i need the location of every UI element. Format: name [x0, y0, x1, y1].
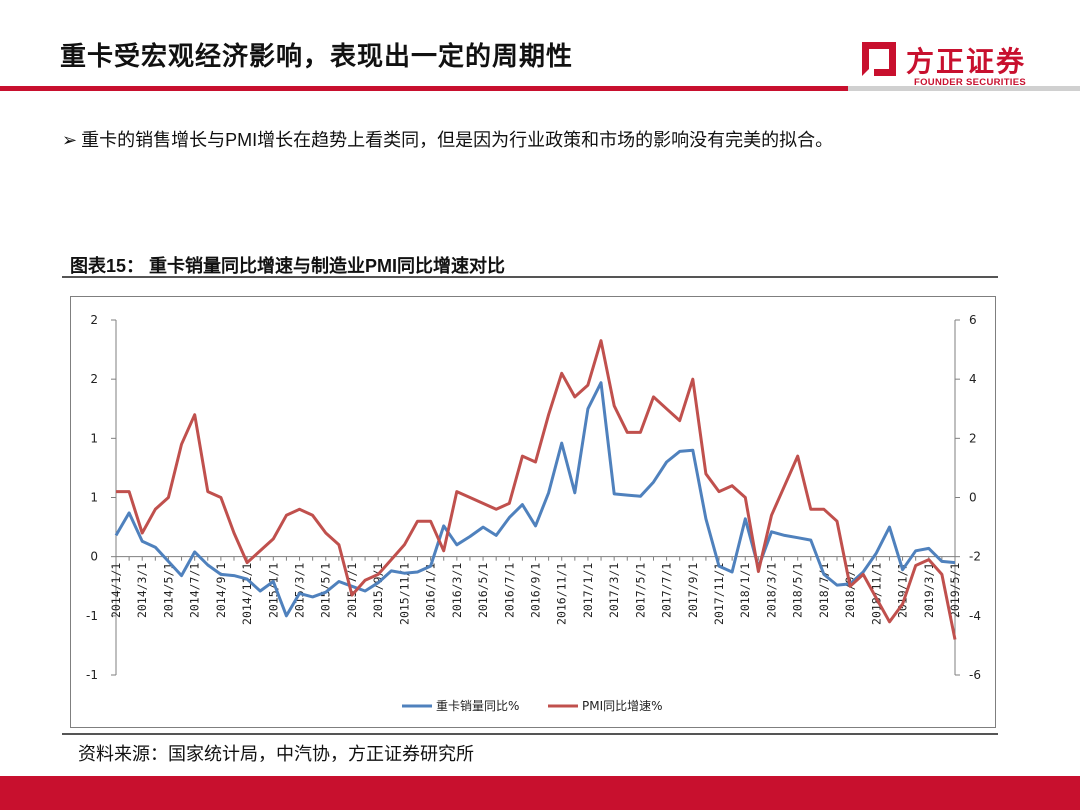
x-axis-tick-label: 2017/5/1 — [633, 563, 647, 618]
figure-underline — [62, 276, 998, 278]
title-bar-red — [0, 86, 848, 91]
right-axis-tick-label: 0 — [969, 491, 977, 505]
x-axis-tick-label: 2019/3/1 — [922, 563, 936, 618]
left-axis-tick-label: 1 — [90, 491, 98, 505]
right-axis-tick-label: 4 — [969, 372, 977, 386]
left-axis-tick-label: -1 — [86, 668, 98, 682]
right-axis-tick-label: 6 — [969, 313, 977, 327]
x-axis-tick-label: 2016/5/1 — [476, 563, 490, 618]
x-axis-tick-label: 2018/3/1 — [764, 563, 778, 618]
left-axis-tick-label: 1 — [90, 431, 98, 445]
logo-cn-text: 方正证券 — [906, 46, 1027, 77]
left-axis-tick-label: 0 — [90, 550, 98, 564]
left-axis-tick-label: 2 — [90, 313, 98, 327]
source-note: 资料来源：国家统计局，中汽协，方正证券研究所 — [78, 744, 474, 764]
right-axis-tick-label: -6 — [969, 668, 981, 682]
x-axis-tick-label: 2014/9/1 — [214, 563, 228, 618]
x-axis-tick-label: 2015/1/1 — [266, 563, 280, 618]
x-axis-tick-label: 2015/3/1 — [293, 563, 307, 618]
x-axis-tick-label: 2018/5/1 — [791, 563, 805, 618]
x-axis-tick-label: 2016/11/1 — [555, 563, 569, 625]
x-axis-tick-label: 2019/5/1 — [948, 563, 962, 618]
x-axis-tick-label: 2016/9/1 — [529, 563, 543, 618]
series-line-pmi — [116, 339, 957, 640]
x-axis-tick-label: 2015/11/1 — [397, 563, 411, 625]
bullet-arrow-icon: ➢ — [62, 130, 78, 150]
x-axis-tick-label: 2014/11/1 — [240, 563, 254, 625]
x-axis-tick-label: 2018/1/1 — [738, 563, 752, 618]
bullet-point: ➢ 重卡的销售增长与PMI增长在趋势上看类同，但是因为行业政策和市场的影响没有完美… — [62, 126, 833, 152]
page-title: 重卡受宏观经济影响，表现出一定的周期性 — [60, 41, 574, 71]
figure-title: 图表15： 重卡销量同比增速与制造业PMI同比增速对比 — [70, 256, 506, 276]
bullet-text: 重卡的销售增长与PMI增长在趋势上看类同，但是因为行业政策和市场的影响没有完美的… — [81, 130, 834, 150]
right-axis-tick-label: 2 — [969, 431, 977, 445]
chart-frame — [70, 296, 996, 728]
x-axis-tick-label: 2016/3/1 — [450, 563, 464, 618]
right-axis-tick-label: -2 — [969, 550, 981, 564]
source-underline — [62, 733, 998, 735]
right-axis-tick-label: -4 — [969, 609, 981, 623]
x-axis-tick-label: 2016/7/1 — [502, 563, 516, 618]
x-axis-tick-label: 2017/7/1 — [660, 563, 674, 618]
left-axis-tick-label: 2 — [90, 372, 98, 386]
title-bar-gray — [848, 86, 1080, 91]
logo: 方正证券 FOUNDER SECURITIES — [862, 40, 1052, 90]
x-axis-tick-label: 2014/3/1 — [135, 563, 149, 618]
legend-label: PMI同比增速% — [582, 699, 663, 713]
x-axis-tick-label: 2018/11/1 — [869, 563, 883, 625]
x-axis-tick-label: 2019/1/1 — [896, 563, 910, 618]
logo-mark-icon — [862, 42, 896, 76]
x-axis-tick-label: 2016/1/1 — [424, 563, 438, 618]
left-axis-tick-label: -1 — [86, 609, 98, 623]
x-axis-tick-label: 2017/1/1 — [581, 563, 595, 618]
x-axis-tick-label: 2017/11/1 — [712, 563, 726, 625]
x-axis-tick-label: 2014/7/1 — [188, 563, 202, 618]
legend-label: 重卡销量同比% — [436, 699, 519, 713]
x-axis-tick-label: 2017/9/1 — [686, 563, 700, 618]
bottom-band — [0, 776, 1080, 810]
x-axis-tick-label: 2017/3/1 — [607, 563, 621, 618]
x-axis-tick-label: 2014/1/1 — [109, 563, 123, 618]
logo-en-text: FOUNDER SECURITIES — [914, 77, 1027, 88]
x-axis-tick-label: 2014/5/1 — [161, 563, 175, 618]
x-axis-tick-label: 2018/9/1 — [843, 563, 857, 618]
series-line-truck-sales — [114, 381, 956, 618]
